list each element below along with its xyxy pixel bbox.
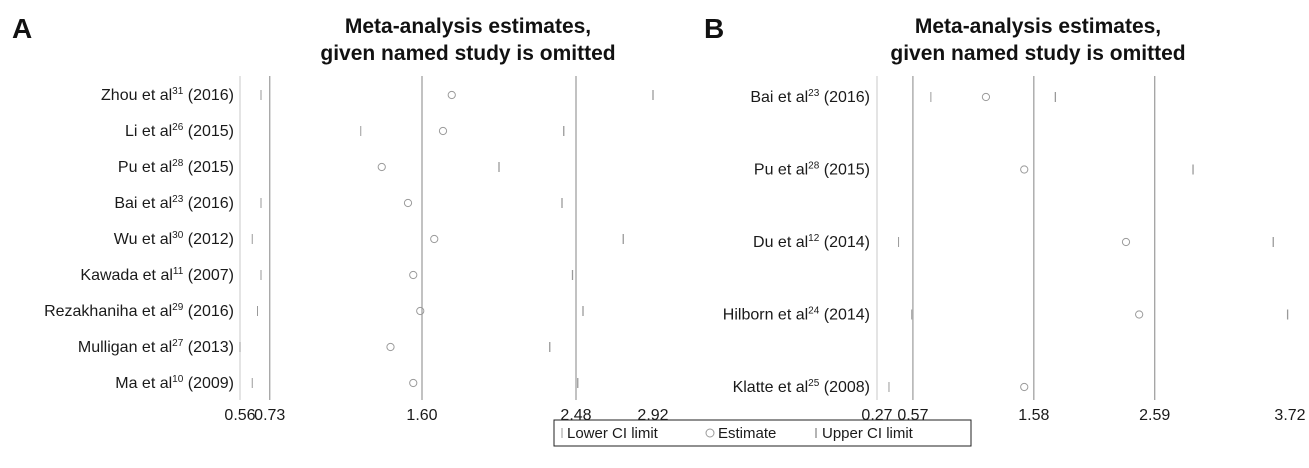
legend-upper-label: Upper CI limit <box>822 425 914 442</box>
panel-b-estimate-mark <box>1020 382 1029 392</box>
panel-b-estimate-mark <box>981 92 991 102</box>
panel-b-study-label: Klatte et al25 (2008) <box>733 378 870 396</box>
panel-a-estimate-mark <box>438 126 448 136</box>
legend-estimate-label: Estimate <box>718 425 776 442</box>
panel-b-study-label: Du et al12 (2014) <box>753 233 870 251</box>
panel-b-study-label: Pu et al28 (2015) <box>754 161 870 179</box>
panel-a-estimate-mark <box>377 162 386 172</box>
panel-a-letter: A <box>12 13 32 44</box>
panel-a: A Meta-analysis estimates, given named s… <box>12 13 669 424</box>
panel-b-study-label: Hilborn et al24 (2014) <box>723 306 870 324</box>
panel-a-estimate-mark <box>386 342 395 352</box>
panel-b-title-line-1: Meta-analysis estimates, <box>915 15 1161 38</box>
panel-b-estimate-mark <box>1020 165 1029 174</box>
panel-a-tick-label: 0.73 <box>254 407 285 424</box>
panel-b-estimate-mark <box>1135 310 1144 319</box>
panel-a-study-label: Wu et al30 (2012) <box>114 230 234 248</box>
legend: Lower CI limit Estimate Upper CI limit <box>553 419 972 447</box>
panel-a-title-line-1: Meta-analysis estimates, <box>345 15 591 38</box>
panel-b-tick-label: 1.58 <box>1018 407 1049 424</box>
panel-a-estimate-mark <box>447 90 456 100</box>
panel-a-tick-label: 1.60 <box>406 407 437 424</box>
panel-a-study-label: Kawada et al11 (2007) <box>80 266 234 284</box>
panel-b-title-line-2: given named study is omitted <box>890 42 1185 65</box>
panel-a-study-label: Zhou et al31 (2016) <box>101 86 234 104</box>
panel-a-tick-label: 0.56 <box>224 407 255 424</box>
panel-a-estimate-mark <box>409 378 418 388</box>
panel-b-estimate-mark <box>1121 237 1131 247</box>
panel-a-study-label: Pu et al28 (2015) <box>118 158 234 176</box>
panel-b-letter: B <box>704 13 724 44</box>
legend-lower-label: Lower CI limit <box>567 425 659 442</box>
panel-a-study-label: Mulligan et al27 (2013) <box>78 338 234 356</box>
panel-a-study-label: Ma et al10 (2009) <box>115 374 234 392</box>
panel-b-tick-label: 3.72 <box>1274 407 1305 424</box>
panel-a-title-line-2: given named study is omitted <box>320 42 615 65</box>
panel-b: B Meta-analysis estimates, given named s… <box>704 13 1306 424</box>
legend-estimate-marker <box>705 428 715 438</box>
panel-a-study-label: Li et al26 (2015) <box>125 122 234 140</box>
panel-a-estimate-mark <box>430 234 439 244</box>
panel-a-estimate-mark <box>403 198 413 208</box>
panel-b-study-label: Bai et al23 (2016) <box>750 88 870 106</box>
legend-box <box>553 419 972 447</box>
panel-a-study-label: Bai et al23 (2016) <box>114 194 234 212</box>
panel-a-study-label: Rezakhaniha et al29 (2016) <box>44 302 234 320</box>
panel-a-estimate-mark <box>409 270 418 280</box>
panel-a-estimate-mark <box>416 306 425 316</box>
panel-b-tick-label: 2.59 <box>1139 407 1170 424</box>
